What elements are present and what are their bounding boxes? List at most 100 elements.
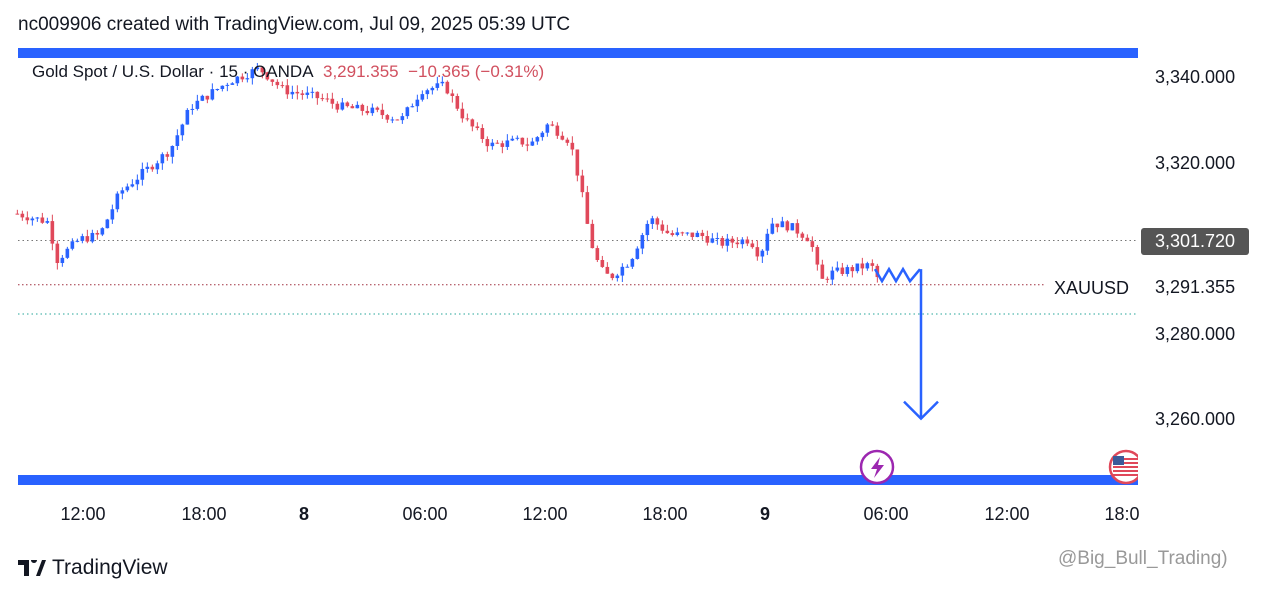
candle-body bbox=[190, 108, 195, 110]
projection-arrow-head bbox=[903, 400, 939, 421]
candle-body bbox=[435, 83, 440, 88]
candle-body bbox=[60, 257, 65, 264]
candle-body bbox=[205, 95, 210, 100]
flag-stripe bbox=[1113, 466, 1139, 468]
candle-body bbox=[550, 124, 555, 126]
candle-body bbox=[580, 175, 585, 193]
time-tick: 18:00 bbox=[181, 504, 227, 524]
candle-body bbox=[295, 91, 300, 94]
candle-body bbox=[165, 154, 170, 157]
watermark: @Big_Bull_Trading) bbox=[1058, 548, 1228, 569]
candle-body bbox=[795, 223, 800, 234]
candle-body bbox=[515, 137, 520, 139]
candle-body bbox=[440, 81, 445, 84]
candle-body bbox=[395, 119, 400, 121]
candle-body bbox=[540, 132, 545, 138]
top-band bbox=[18, 48, 1138, 58]
candle-body bbox=[545, 124, 550, 133]
candle-body bbox=[215, 89, 220, 91]
candle-body bbox=[265, 72, 270, 80]
candle-body bbox=[765, 233, 770, 251]
flag-stripe bbox=[1113, 462, 1139, 464]
symbol-line-label: XAUUSD bbox=[1054, 278, 1130, 298]
candle-body bbox=[830, 270, 835, 280]
candle-body bbox=[175, 135, 180, 146]
candle-body bbox=[285, 85, 290, 95]
candle-body bbox=[470, 119, 475, 127]
candle-body bbox=[825, 278, 830, 280]
candle-body bbox=[150, 166, 155, 170]
candle-body bbox=[525, 144, 530, 146]
candle-body bbox=[615, 275, 620, 279]
candle-body bbox=[640, 235, 645, 249]
candle-body bbox=[755, 247, 760, 257]
candle-body bbox=[510, 138, 515, 141]
price-tick: 3,320.000 bbox=[1155, 153, 1236, 173]
symbol-legend: Gold Spot / U.S. Dollar · 15 · OANDA 3,2… bbox=[32, 62, 544, 82]
candle-body bbox=[505, 140, 510, 147]
candle-body bbox=[610, 273, 615, 279]
candle-body bbox=[35, 217, 40, 219]
flag-canton bbox=[1113, 456, 1124, 465]
candle-body bbox=[495, 142, 500, 144]
time-tick: 12:00 bbox=[60, 504, 106, 524]
price-change: −10.365 (−0.31%) bbox=[408, 62, 545, 81]
candle-body bbox=[210, 89, 215, 100]
zigzag-drawing bbox=[873, 266, 921, 284]
time-tick: 18:0 bbox=[1104, 504, 1140, 524]
candle-body bbox=[200, 95, 205, 101]
price-tick: 3,340.000 bbox=[1155, 67, 1236, 87]
candle-body bbox=[75, 240, 80, 242]
candle-body bbox=[815, 247, 820, 265]
candle-body bbox=[420, 94, 425, 100]
candle-body bbox=[135, 179, 140, 185]
candle-body bbox=[705, 236, 710, 243]
candle-body bbox=[365, 110, 370, 114]
candle-body bbox=[685, 232, 690, 234]
candle-body bbox=[835, 267, 840, 271]
candle-body bbox=[675, 232, 680, 236]
candle-body bbox=[850, 267, 855, 272]
symbol-name: Gold Spot / U.S. Dollar · 15 · OANDA bbox=[32, 62, 314, 81]
candle-body bbox=[770, 223, 775, 234]
price-tick: 3,280.000 bbox=[1155, 324, 1236, 344]
candle-body bbox=[780, 221, 785, 228]
candle-body bbox=[245, 78, 250, 80]
candle-body bbox=[305, 92, 310, 95]
candle-body bbox=[380, 109, 385, 116]
candle-body bbox=[230, 83, 235, 85]
candle-body bbox=[500, 143, 505, 147]
tradingview-logo[interactable]: TradingView bbox=[18, 556, 168, 580]
bottom-band bbox=[18, 475, 1138, 485]
candle-body bbox=[475, 126, 480, 129]
candle-body bbox=[180, 124, 185, 136]
candle-body bbox=[410, 106, 415, 108]
candle-body bbox=[100, 228, 105, 235]
candle-body bbox=[785, 221, 790, 231]
candle-body bbox=[185, 109, 190, 125]
candle-body bbox=[340, 102, 345, 110]
candle-body bbox=[320, 98, 325, 100]
time-tick: 12:00 bbox=[984, 504, 1030, 524]
candle-body bbox=[570, 142, 575, 150]
price-tick: 3,260.000 bbox=[1155, 409, 1236, 429]
candle-body bbox=[600, 260, 605, 267]
candle-body bbox=[585, 192, 590, 224]
candle-body bbox=[660, 224, 665, 231]
candle-body bbox=[790, 223, 795, 231]
candle-body bbox=[250, 69, 255, 79]
flag-stripe bbox=[1113, 474, 1139, 476]
candle-body bbox=[655, 218, 660, 225]
candle-body bbox=[70, 241, 75, 249]
candle-body bbox=[650, 218, 655, 224]
candle-body bbox=[405, 107, 410, 117]
flag-stripe bbox=[1113, 470, 1139, 472]
candle-body bbox=[65, 248, 70, 258]
candle-body bbox=[160, 154, 165, 164]
candle-body bbox=[400, 116, 405, 121]
candle-body bbox=[565, 139, 570, 143]
candle-body bbox=[55, 243, 60, 264]
candle-body bbox=[695, 232, 700, 238]
flag-stripe bbox=[1113, 458, 1139, 460]
